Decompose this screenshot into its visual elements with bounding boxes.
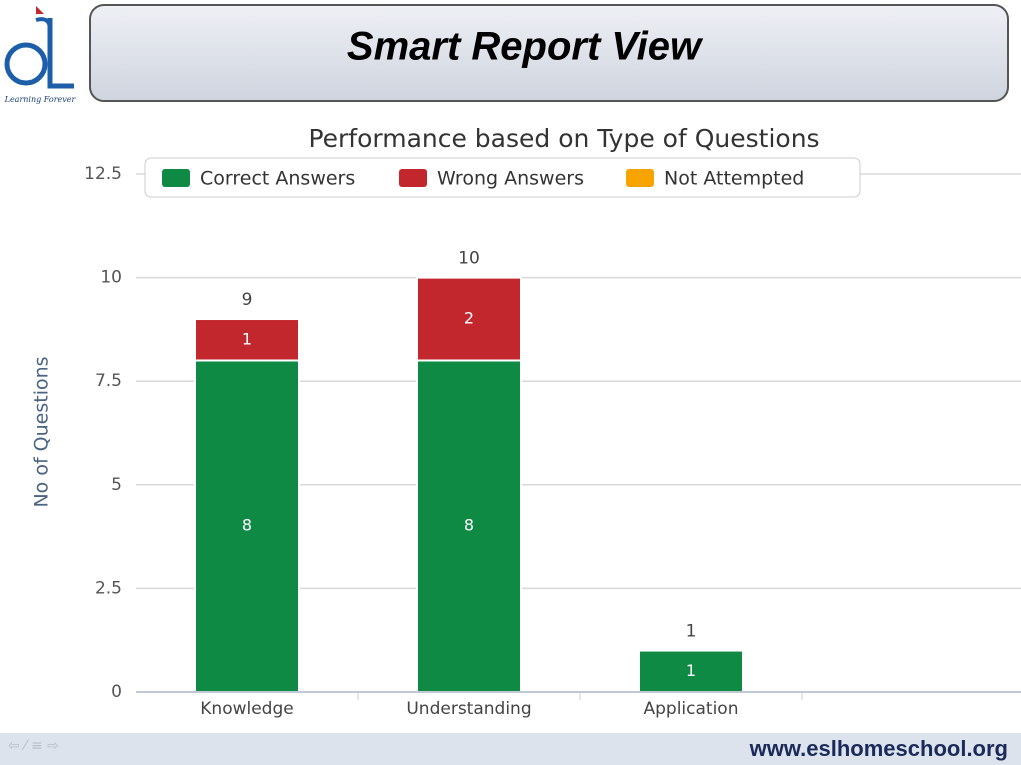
y-tick-label: 2.5 [95, 578, 122, 598]
y-tick-label: 12.5 [84, 164, 122, 184]
legend-label: Not Attempted [664, 168, 804, 190]
bar-segment [416, 359, 522, 693]
y-tick-label: 5 [111, 475, 122, 495]
segment-label: 8 [242, 516, 252, 535]
legend-box [144, 157, 861, 198]
x-tick-label: Understanding [406, 699, 531, 719]
legend-swatch [162, 169, 190, 187]
bar-segment [638, 649, 744, 693]
stack-total-label: 1 [686, 622, 697, 642]
logo-tagline: Learning Forever [4, 95, 77, 104]
footer-bar [0, 733, 1021, 765]
legend-swatch [399, 169, 427, 187]
segment-label: 2 [464, 309, 474, 328]
segment-label: 8 [464, 516, 474, 535]
footer-url: www.eslhomeschool.org [749, 736, 1008, 761]
stack-total-label: 10 [458, 249, 480, 269]
y-tick-label: 10 [100, 268, 122, 288]
y-tick-label: 7.5 [95, 371, 122, 391]
segment-label: 1 [686, 661, 696, 680]
legend-label: Correct Answers [200, 168, 355, 190]
header-title: Smart Report View [347, 25, 704, 69]
y-axis-label: No of Questions [31, 356, 53, 507]
nav-icons: ⇦ ⁄ ≡ ⇨ [8, 738, 59, 754]
x-tick-label: Knowledge [200, 699, 293, 719]
bar-segment [194, 318, 300, 362]
y-tick-label: 0 [111, 682, 122, 702]
segment-label: 1 [242, 329, 252, 348]
chart-title: Performance based on Type of Questions [308, 124, 819, 153]
x-tick-label: Application [644, 699, 739, 719]
legend-label: Wrong Answers [437, 168, 584, 190]
bar-segment [416, 276, 522, 362]
legend-swatch [626, 169, 654, 187]
logo: Learning Forever [4, 6, 77, 104]
stack-total-label: 9 [242, 290, 253, 310]
header-box [89, 4, 1009, 102]
